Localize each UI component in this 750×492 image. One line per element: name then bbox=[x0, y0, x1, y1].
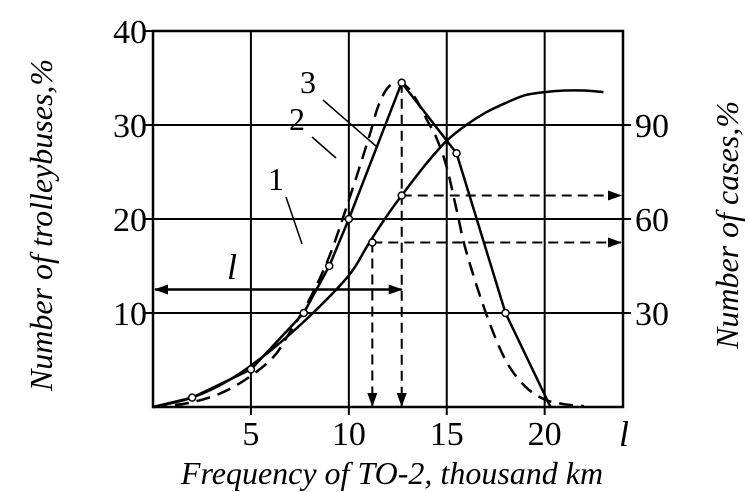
leader-line-2 bbox=[311, 136, 337, 159]
tick-labels: 5 10 15 20 10 20 30 40 30 60 90 bbox=[113, 14, 669, 453]
grid bbox=[153, 30, 623, 407]
leader-line-1 bbox=[285, 196, 303, 245]
x-tick-label: 20 bbox=[528, 416, 562, 453]
markers-layer bbox=[187, 78, 510, 402]
series-2-marker bbox=[246, 365, 256, 374]
series-2-marker bbox=[452, 148, 461, 158]
series-line-2 bbox=[152, 80, 552, 409]
y-tick-label-left: 30 bbox=[113, 108, 147, 145]
reference-lines bbox=[154, 82, 622, 407]
series-labels: 123 bbox=[268, 64, 378, 245]
y-tick-label-left: 20 bbox=[113, 202, 147, 239]
x-axis-end-label: l bbox=[619, 414, 629, 454]
y-tick-label-right: 60 bbox=[635, 202, 669, 239]
series-2-marker bbox=[397, 78, 406, 87]
y-axis-title-left: Number of trolleybuses,% bbox=[23, 59, 59, 392]
series-2-marker bbox=[299, 308, 309, 318]
x-tick-label: 10 bbox=[332, 416, 366, 453]
x-axis-title: Frequency of TO-2, thousand km bbox=[180, 455, 603, 491]
plot-frame bbox=[145, 29, 631, 415]
series-2-marker bbox=[325, 261, 334, 271]
series-label-2: 2 bbox=[289, 101, 305, 137]
x-tick-label: 5 bbox=[242, 416, 259, 453]
y-tick-label-right: 30 bbox=[635, 296, 669, 333]
series-2-marker bbox=[344, 214, 354, 224]
series-line-3 bbox=[152, 89, 604, 409]
series-3-marker bbox=[397, 191, 406, 200]
series-2-marker bbox=[187, 393, 197, 402]
l-span-label: l bbox=[227, 247, 237, 287]
series-label-3: 3 bbox=[300, 64, 316, 100]
leader-line-3 bbox=[322, 99, 378, 148]
series-line-1 bbox=[152, 81, 584, 409]
x-tick-label: 15 bbox=[430, 416, 464, 453]
series-layer bbox=[152, 80, 604, 409]
series-2-marker bbox=[501, 308, 510, 318]
y-tick-label-left: 40 bbox=[113, 14, 147, 51]
y-tick-label-right: 90 bbox=[635, 108, 669, 145]
y-tick-label-left: 10 bbox=[113, 296, 147, 333]
series-3-marker bbox=[368, 238, 377, 247]
y-axis-title-right: Number of cases,% bbox=[709, 101, 745, 350]
series-label-1: 1 bbox=[268, 161, 284, 197]
